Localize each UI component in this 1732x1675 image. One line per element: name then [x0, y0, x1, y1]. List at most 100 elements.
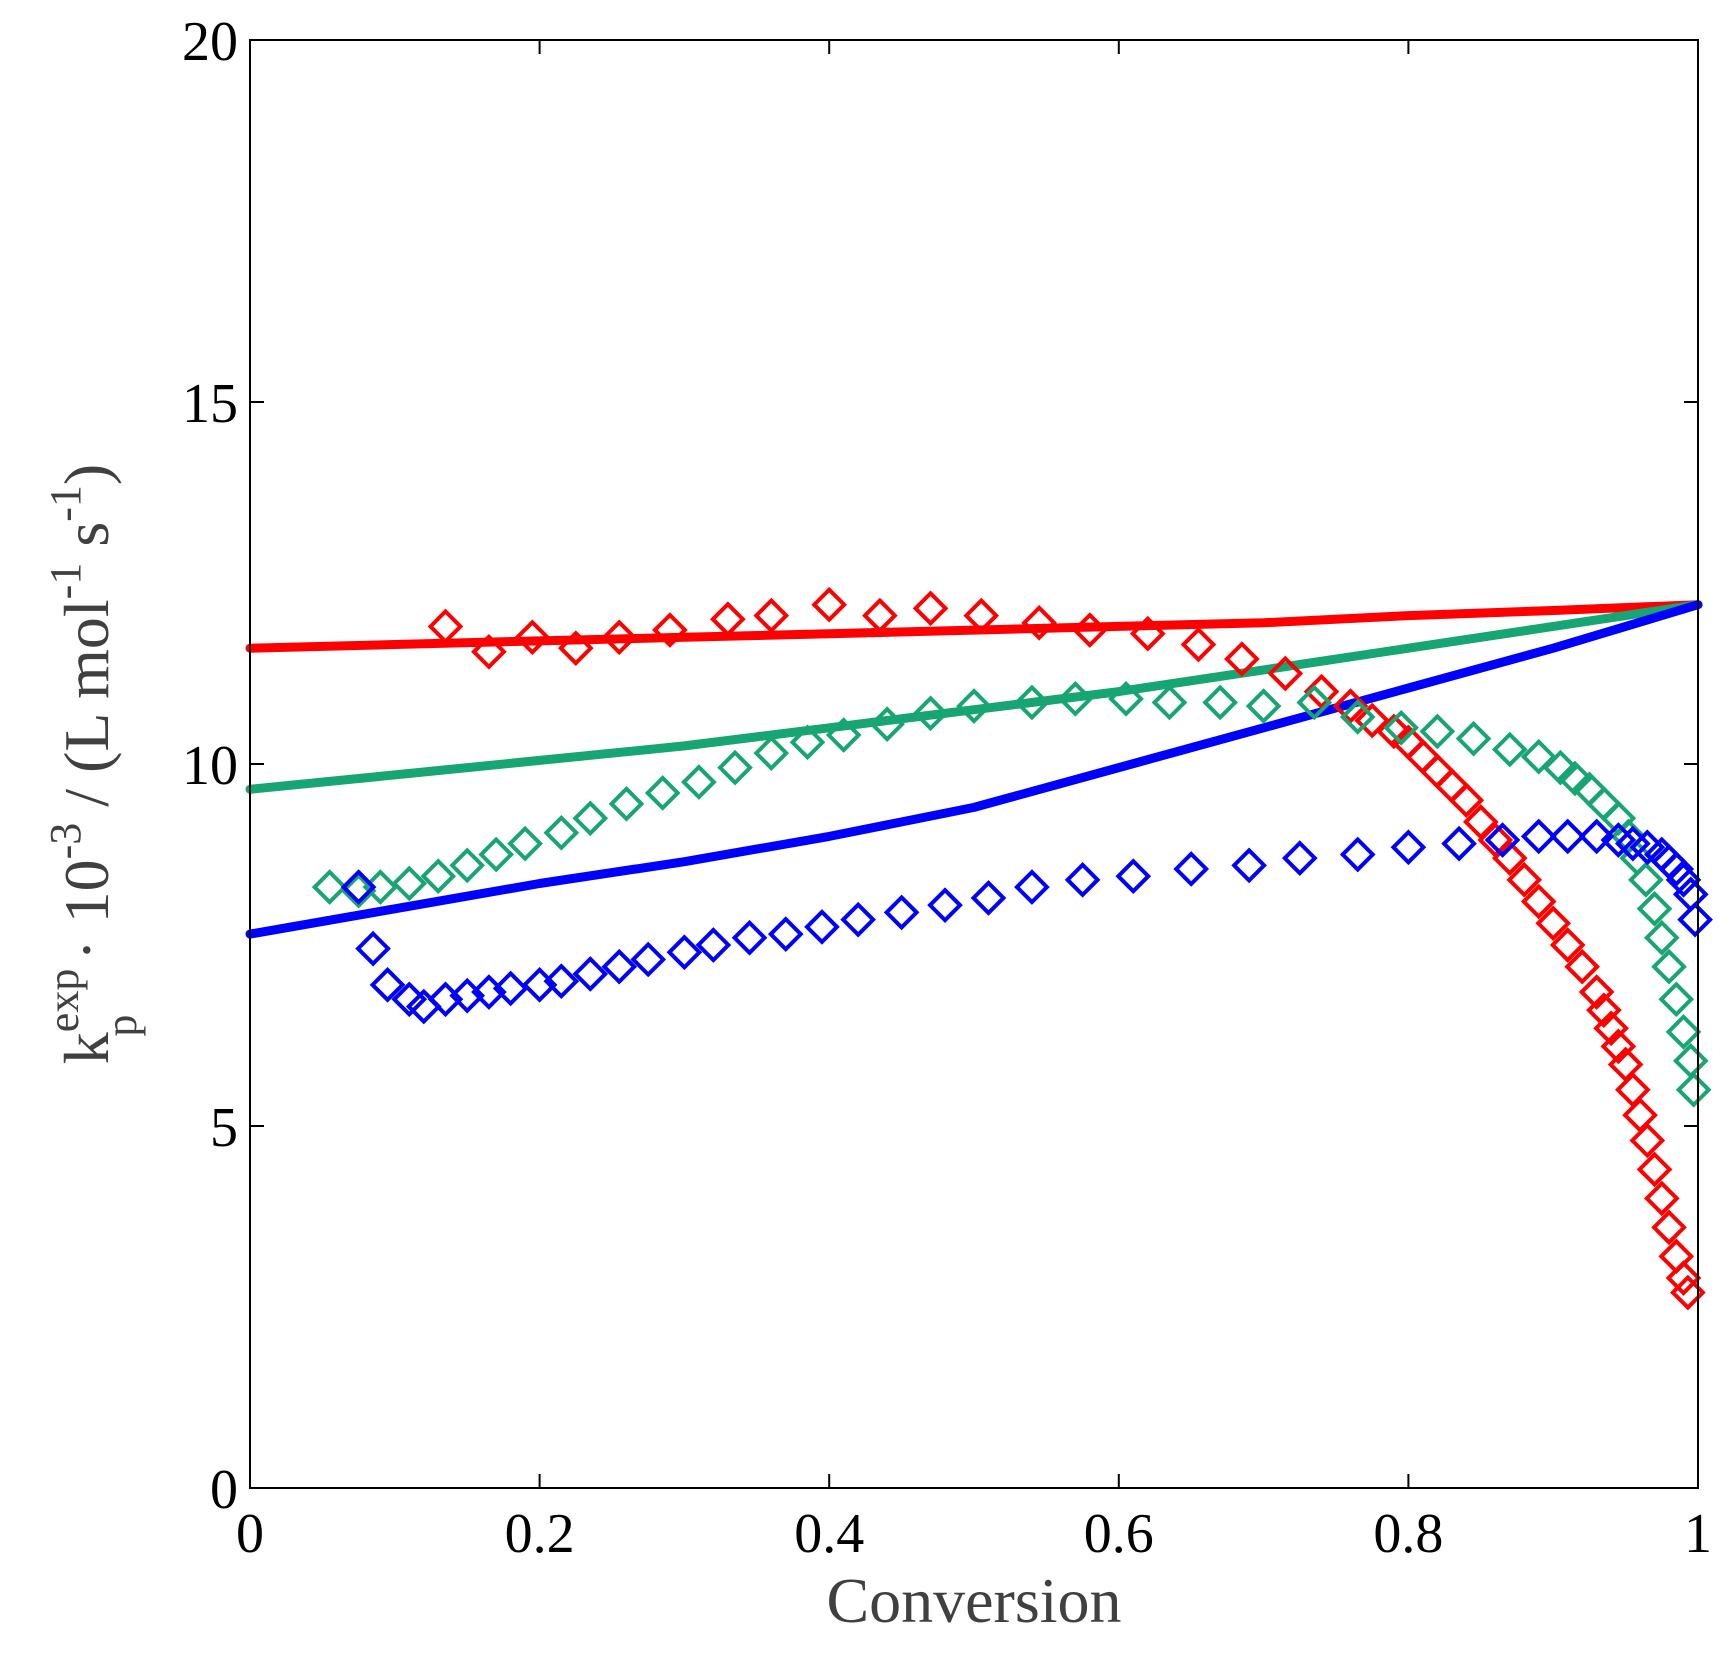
green-data-point	[1455, 720, 1492, 757]
green-data-point	[1339, 699, 1376, 735]
green-data-point	[1296, 684, 1333, 721]
green-data-point	[1202, 684, 1238, 721]
blue-data-point	[1173, 851, 1210, 887]
green-data-point	[1665, 1014, 1702, 1050]
red-data-point	[1448, 782, 1485, 819]
green-data-point	[572, 800, 609, 837]
green-data-point	[869, 706, 905, 743]
red-data-point	[1129, 615, 1166, 652]
red-data-point	[1072, 612, 1108, 648]
green-data-point	[1658, 981, 1695, 1018]
blue-data-point	[666, 934, 703, 971]
blue-data-point	[883, 894, 920, 931]
green-data-point	[1628, 862, 1664, 898]
green-data-point	[1419, 713, 1456, 750]
y-tick-label: 15	[182, 373, 238, 435]
ticks-layer	[249, 39, 1699, 1489]
red-data-point	[1600, 1028, 1637, 1065]
red-data-point	[1520, 883, 1557, 920]
blue-data-point	[1665, 862, 1702, 898]
red-data-point	[1180, 626, 1217, 663]
y-tick-label: 20	[182, 11, 238, 73]
green-data-point	[825, 717, 862, 753]
red-data-point	[912, 590, 949, 627]
x-tick-label: 0	[236, 1503, 264, 1565]
red-data-point	[1665, 1260, 1702, 1296]
red-data-point	[1535, 905, 1572, 942]
blue-data-point	[1677, 901, 1713, 938]
green-data-point	[543, 814, 580, 851]
red-data-point	[1506, 862, 1543, 898]
green-data-point	[1651, 948, 1687, 985]
blue-data-point	[1549, 818, 1586, 855]
series-layer	[245, 586, 1713, 1311]
red-data-point	[1593, 1010, 1629, 1047]
green-data-point	[1014, 684, 1050, 721]
blue-data-point	[804, 909, 840, 945]
green-model-line	[245, 600, 1703, 794]
green-data-point	[1520, 738, 1557, 775]
green-data-point	[1057, 681, 1094, 717]
y-tick-label: 10	[182, 735, 238, 797]
green-data-point	[608, 785, 645, 822]
green-data-point	[478, 836, 514, 873]
red-data-point	[1224, 641, 1260, 677]
red-data-point	[601, 619, 638, 656]
red-data-point	[1643, 1180, 1680, 1217]
green-data-point	[391, 865, 428, 902]
y-axis-title-superscript: exp	[39, 969, 88, 1033]
red-data-point	[557, 630, 594, 666]
green-data-point	[507, 825, 543, 862]
red-data-point	[862, 597, 898, 634]
blue-data-point	[1064, 862, 1101, 898]
blue-data-point	[1520, 818, 1557, 855]
blue-data-point	[340, 869, 377, 905]
green-data-point	[420, 858, 457, 895]
blue-model-line	[245, 600, 1703, 939]
blue-data-point	[1115, 858, 1152, 895]
blue-data-point	[1390, 829, 1427, 866]
y-axis-title-base: k	[51, 1032, 122, 1064]
blue-data-point	[927, 887, 963, 924]
y-axis-title-unit-close: )	[51, 464, 122, 485]
x-tick-label: 1	[1684, 1503, 1712, 1565]
green-data-point	[1151, 684, 1188, 721]
blue-data-point	[543, 963, 580, 1000]
green-data-point	[1383, 709, 1419, 746]
green-data-point	[449, 847, 486, 884]
x-tick-label: 0.4	[794, 1503, 864, 1565]
green-data-point	[753, 735, 790, 771]
red-data-point	[1636, 1151, 1673, 1188]
y-tick-label: 5	[210, 1097, 238, 1159]
red-data-point	[1586, 992, 1622, 1028]
blue-data-point	[767, 916, 804, 952]
green-data-point	[1675, 1071, 1712, 1108]
y-axis-title-unit-exp1: -1	[41, 563, 90, 600]
green-data-point	[1542, 749, 1579, 786]
blue-data-point	[1578, 818, 1615, 855]
red-data-point	[471, 633, 507, 670]
green-data-point	[1636, 890, 1673, 927]
blue-data-point	[492, 970, 529, 1007]
blue-data-point	[695, 927, 732, 963]
blue-data-point	[970, 880, 1007, 916]
blue-data-point	[840, 901, 876, 938]
red-data-point	[1303, 673, 1340, 710]
blue-data-point	[1658, 851, 1695, 887]
red-data-point	[652, 612, 688, 648]
red-data-point	[753, 597, 790, 634]
red-data-point	[710, 601, 746, 638]
red-data-point	[427, 608, 464, 645]
blue-data-point	[355, 930, 391, 967]
green-data-point	[1245, 688, 1282, 724]
y-axis-title-unit-exp2: -1	[41, 485, 90, 522]
y-tick-label: 0	[210, 1459, 238, 1521]
green-data-point	[681, 764, 717, 800]
blue-data-point	[1231, 847, 1267, 884]
red-data-point	[963, 597, 1000, 634]
blue-data-point	[731, 919, 768, 956]
red-data-point	[1354, 702, 1391, 739]
green-data-point	[1557, 760, 1593, 797]
